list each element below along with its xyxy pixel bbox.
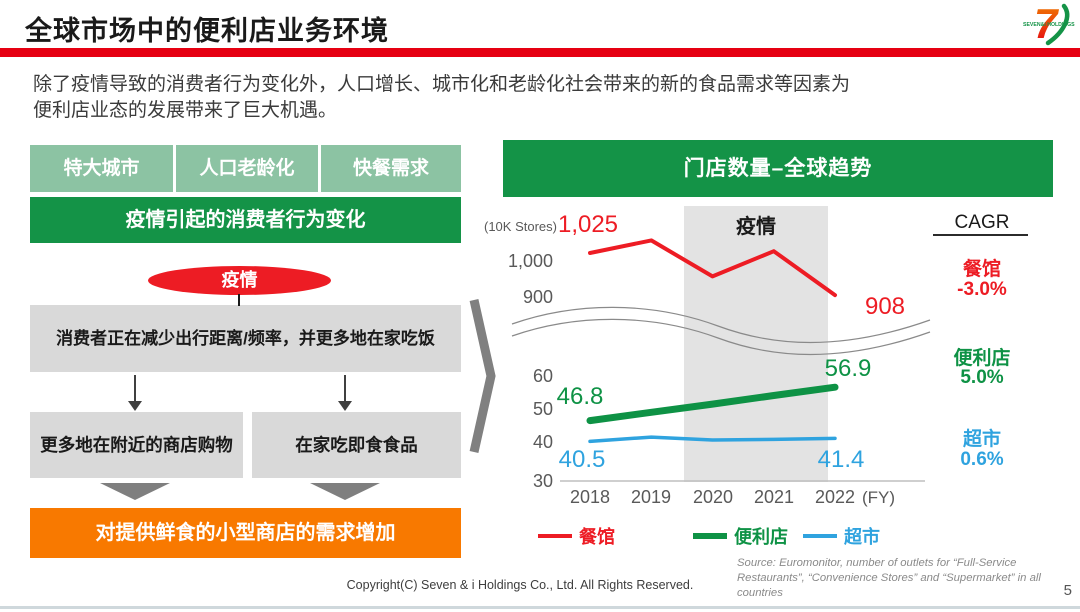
cagr-restaurant-name: 餐馆 xyxy=(962,259,1001,280)
covid-band-label: 疫情 xyxy=(736,216,776,238)
y-tick: 60 xyxy=(532,366,553,386)
intro-line-2: 便利店业态的发展带来了巨大机遇。 xyxy=(33,100,338,121)
legend-label: 超市 xyxy=(844,527,880,547)
seven-i-holdings-logo: 7 SEVEN&i HOLDINGS xyxy=(1020,2,1076,47)
axis-unit-label: (10K Stores) xyxy=(484,219,557,234)
outcome-box-nearby-shopping: 更多地在附近的商店购物 xyxy=(30,412,243,478)
y-tick: 50 xyxy=(532,399,553,419)
down-arrow-icon xyxy=(128,375,142,411)
page-number: 5 xyxy=(1063,582,1072,599)
cvs-start-value: 46.8 xyxy=(556,383,604,410)
series-line-1 xyxy=(586,383,839,425)
seven-i-holdings-logo-graphic: 7 SEVEN&i HOLDINGS xyxy=(1023,2,1075,47)
down-arrow-icon xyxy=(338,375,352,411)
factor-box-aging: 人口老龄化 xyxy=(176,145,318,192)
cagr-supermarket-name: 超市 xyxy=(962,429,1001,450)
restaurant-start-value: 1,025 xyxy=(557,211,619,238)
chart-plot-area xyxy=(511,238,931,482)
pandemic-bubble: 疫情 xyxy=(148,266,331,295)
legend-item-supermarket: 超市 xyxy=(803,526,880,547)
legend-label: 便利店 xyxy=(734,527,788,547)
consumer-behavior-banner: 疫情引起的消费者行为变化 xyxy=(30,197,461,243)
x-tick: 2020 xyxy=(692,487,734,507)
covid-period-band xyxy=(684,206,828,482)
x-tick: 2022 xyxy=(814,487,856,507)
axis-break-icon xyxy=(511,306,931,356)
cagr-header: CAGR xyxy=(954,212,1010,233)
y-tick: 40 xyxy=(532,432,553,452)
legend-line-icon xyxy=(693,533,727,539)
outcome-box-ready-to-eat: 在家吃即食食品 xyxy=(252,412,461,478)
legend-item-cvs: 便利店 xyxy=(693,526,788,547)
factor-box-megacities: 特大城市 xyxy=(30,145,173,192)
series-line-2 xyxy=(588,435,837,444)
x-tick: 2019 xyxy=(630,487,672,507)
supermarket-start-value: 40.5 xyxy=(558,446,606,473)
conclusion-banner: 对提供鲜食的小型商店的需求增加 xyxy=(30,508,461,558)
legend-line-icon xyxy=(803,534,837,538)
series-lines xyxy=(586,238,839,444)
intro-paragraph: 除了疫情导致的消费者行为变化外，人口增长、城市化和老龄化社会带来的新的食品需求等… xyxy=(33,72,1043,124)
page-title: 全球市场中的便利店业务环境 xyxy=(25,16,389,46)
y-tick: 30 xyxy=(532,471,553,491)
cagr-header-underline xyxy=(933,234,1028,236)
down-chevron-icon xyxy=(310,483,380,500)
behavior-box: 消费者正在减少出行距离/频率，并更多地在家吃饭 xyxy=(30,305,461,372)
cagr-cvs-value: 5.0% xyxy=(960,367,1004,388)
y-tick: 900 xyxy=(522,287,553,307)
legend-label: 餐馆 xyxy=(579,527,615,547)
restaurant-end-value: 908 xyxy=(864,293,906,320)
legend-line-icon xyxy=(538,534,572,538)
cagr-restaurant-value: -3.0% xyxy=(957,279,1007,300)
cvs-end-value: 56.9 xyxy=(824,355,872,382)
factor-box-fastfood: 快餐需求 xyxy=(321,145,461,192)
x-tick: 2018 xyxy=(569,487,611,507)
y-tick: 1,000 xyxy=(507,251,553,271)
cagr-supermarket-value: 0.6% xyxy=(960,449,1004,470)
source-note: Source: Euromonitor, number of outlets f… xyxy=(737,557,1041,599)
fy-axis-label: (FY) xyxy=(862,488,896,507)
bottom-divider xyxy=(0,606,1080,609)
chart-title-banner: 门店数量–全球趋势 xyxy=(503,140,1053,197)
legend-item-restaurant: 餐馆 xyxy=(538,526,615,547)
down-chevron-icon xyxy=(100,483,170,500)
cagr-cvs-name: 便利店 xyxy=(953,348,1011,369)
intro-line-1: 除了疫情导致的消费者行为变化外，人口增长、城市化和老龄化社会带来的新的食品需求等… xyxy=(33,74,851,95)
copyright-text: Copyright(C) Seven & i Holdings Co., Ltd… xyxy=(346,578,694,592)
x-tick: 2021 xyxy=(753,487,795,507)
svg-text:SEVEN&i HOLDINGS: SEVEN&i HOLDINGS xyxy=(1023,22,1075,28)
supermarket-end-value: 41.4 xyxy=(817,446,865,473)
series-line-0 xyxy=(588,238,837,298)
title-underline-bar xyxy=(0,48,1080,57)
